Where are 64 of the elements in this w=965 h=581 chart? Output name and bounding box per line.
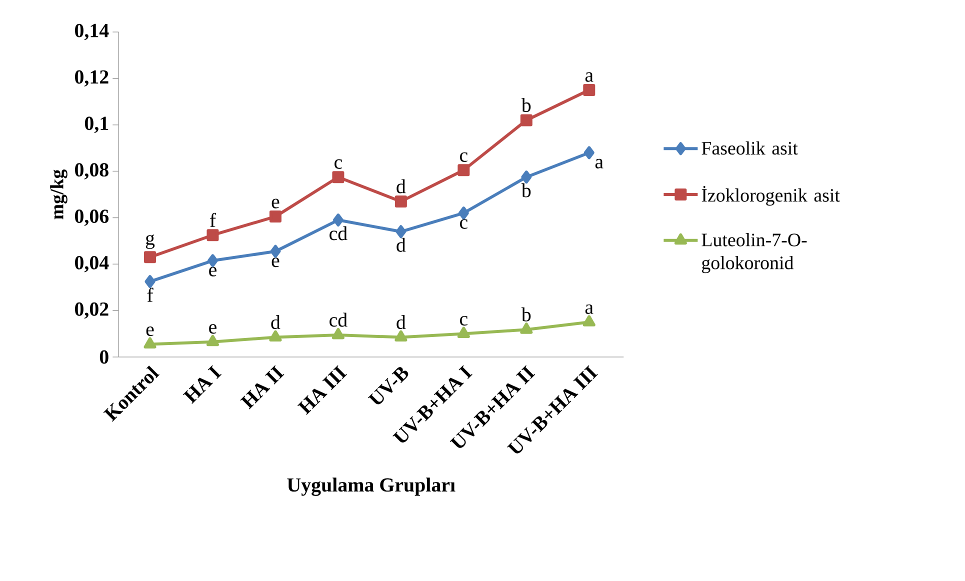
point	[144, 275, 156, 288]
annotation: a	[585, 72, 594, 82]
annotation: cd	[330, 312, 348, 327]
annotation: e	[146, 326, 154, 336]
point	[206, 229, 219, 242]
annotation: d	[396, 179, 406, 194]
annotation: e	[272, 198, 280, 208]
annotation: d	[396, 238, 406, 252]
point	[458, 164, 470, 176]
annotation: d	[271, 315, 280, 330]
legend-label: Luteolin-7-O-golokoronid	[702, 233, 807, 274]
annotation: b	[521, 307, 531, 322]
point	[520, 322, 533, 334]
annotation: e	[209, 324, 216, 334]
point	[332, 328, 344, 340]
point	[144, 251, 156, 264]
annotation: f	[210, 212, 216, 227]
y-tick-label: 0,1	[84, 116, 108, 134]
point	[332, 171, 344, 184]
annotation: b	[521, 98, 531, 112]
x-axis-title: Uygulama Grupları	[287, 478, 456, 496]
annotation: a	[585, 304, 594, 314]
annotation: c	[334, 159, 342, 169]
point	[521, 170, 532, 184]
y-tick-label: 0,04	[75, 256, 109, 272]
point	[269, 210, 282, 223]
y-tick-label: 0,02	[75, 302, 108, 319]
point	[332, 214, 344, 227]
point	[144, 337, 156, 348]
annotation: cd	[330, 226, 348, 240]
y-tick-label: 0,08	[75, 163, 108, 180]
point	[269, 330, 282, 342]
y-tick-label: 0,06	[75, 210, 109, 226]
annotation: c	[460, 219, 468, 229]
annotation: d	[396, 315, 406, 330]
point	[457, 326, 470, 338]
point	[207, 254, 218, 268]
point	[394, 330, 408, 342]
point	[582, 315, 596, 326]
annotation: g	[146, 234, 155, 249]
annotation: c	[460, 316, 468, 326]
annotation: a	[595, 158, 604, 168]
legend-label: Faseolik asit	[702, 141, 798, 155]
x-tick-label: HA I	[182, 365, 222, 404]
point	[520, 114, 532, 126]
x-tick-label: HA II	[240, 365, 284, 410]
y-tick-label: 0,12	[75, 70, 108, 87]
y-tick-label: 0	[100, 350, 108, 364]
point	[458, 206, 469, 220]
point	[584, 146, 594, 160]
annotation: b	[521, 183, 531, 198]
y-axis-title: mg/kg	[50, 169, 68, 220]
legend-label: İzoklorogenik asit	[702, 186, 840, 206]
y-tick-label: 0,14	[75, 24, 109, 40]
x-tick-label: HA III	[297, 365, 348, 415]
point	[270, 244, 281, 258]
annotation: c	[460, 152, 468, 162]
point	[396, 225, 406, 238]
point	[583, 84, 596, 96]
point	[206, 334, 219, 346]
point	[394, 195, 407, 208]
annotation: f	[147, 288, 154, 302]
annotation: e	[272, 258, 280, 268]
annotation: e	[209, 266, 216, 276]
